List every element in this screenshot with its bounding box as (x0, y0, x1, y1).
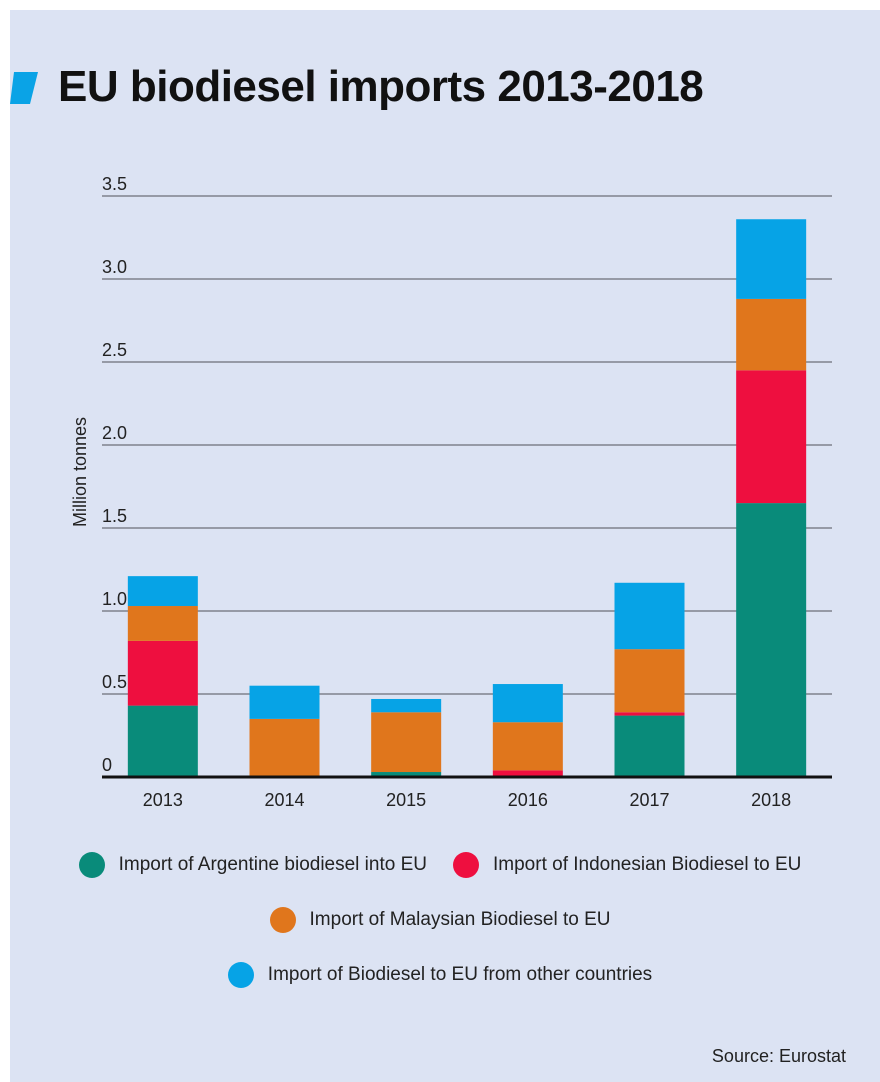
legend-label-argentine: Import of Argentine biodiesel into EU (118, 854, 427, 875)
legend-item-malaysian: Import of Malaysian Biodiesel to EU (269, 907, 611, 933)
bar-2017-series-3 (614, 582, 685, 650)
bar-2013-series-1 (127, 640, 198, 706)
bar-2017-series-0 (614, 715, 685, 777)
x-tick-2016: 2016 (508, 790, 548, 810)
x-tick-labels: 2013 2014 2015 2016 2017 2018 (143, 790, 791, 810)
y-tick-3-5: 3.5 (102, 174, 127, 194)
bar-2016-series-1 (492, 770, 563, 777)
y-tick-3-0: 3.0 (102, 257, 127, 277)
title-marker-icon (10, 72, 38, 104)
y-tick-1-5: 1.5 (102, 506, 127, 526)
legend-swatch-indonesian (453, 852, 479, 878)
bar-2016-series-2 (492, 722, 563, 771)
bar-2013-series-2 (127, 606, 198, 641)
bar-2013-series-0 (127, 705, 198, 777)
bar-2017-series-2 (614, 649, 685, 713)
y-axis-label: Million tonnes (70, 417, 90, 527)
bar-2013-series-3 (127, 576, 198, 607)
stacked-bar-chart: 00.51.01.52.02.53.03.5 2013 2014 2015 2016 2… (70, 174, 832, 810)
legend-row-3: Import of Biodiesel to EU from other cou… (0, 962, 880, 988)
bar-2018-series-2 (736, 298, 807, 371)
bar-2015-series-0 (371, 772, 442, 777)
y-tick-2-0: 2.0 (102, 423, 127, 443)
bar-2018-series-1 (736, 370, 807, 504)
bar-2017-series-1 (614, 712, 685, 716)
legend-row-1: Import of Argentine biodiesel into EU Im… (0, 852, 880, 878)
legend-item-indonesian: Import of Indonesian Biodiesel to EU (453, 852, 801, 878)
bar-2014-series-2 (249, 718, 320, 777)
legend-swatch-other (227, 962, 254, 988)
x-tick-2014: 2014 (264, 790, 304, 810)
y-tick-labels: 0 0.5 1.0 1.5 2.0 2.5 3.0 3.5 (102, 174, 127, 775)
bar-2015-series-2 (371, 712, 442, 773)
legend-label-indonesian: Import of Indonesian Biodiesel to EU (493, 854, 802, 875)
y-tick-0: 0 (102, 755, 112, 775)
x-tick-2018: 2018 (751, 790, 791, 810)
bar-2014-series-3 (249, 685, 320, 719)
legend-label-malaysian: Import of Malaysian Biodiesel to EU (309, 909, 611, 930)
legend-swatch-malaysian (269, 907, 296, 933)
chart-title: EU biodiesel imports 2013-2018 (58, 62, 704, 111)
chart-card (10, 10, 880, 1082)
gridlines (102, 195, 832, 695)
legend-label-other: Import of Biodiesel to EU from other cou… (267, 964, 653, 985)
bar-2015-series-3 (371, 698, 442, 713)
legend-item-argentine: Import of Argentine biodiesel into EU (78, 852, 427, 878)
bar-2018-series-3 (736, 219, 807, 299)
y-tick-0-5: 0.5 (102, 672, 127, 692)
legend-swatch-argentine (78, 852, 105, 878)
source-note: Source: Eurostat (711, 1046, 846, 1066)
legend-row-2: Import of Malaysian Biodiesel to EU (0, 907, 880, 933)
x-tick-2015: 2015 (386, 790, 426, 810)
bar-2018-series-0 (736, 503, 807, 777)
x-tick-2017: 2017 (629, 790, 669, 810)
bars (102, 219, 832, 779)
bar-2016-series-3 (492, 684, 563, 723)
y-tick-1-0: 1.0 (102, 589, 127, 609)
x-tick-2013: 2013 (143, 790, 183, 810)
legend-item-other: Import of Biodiesel to EU from other cou… (227, 962, 653, 988)
y-tick-2-5: 2.5 (102, 340, 127, 360)
